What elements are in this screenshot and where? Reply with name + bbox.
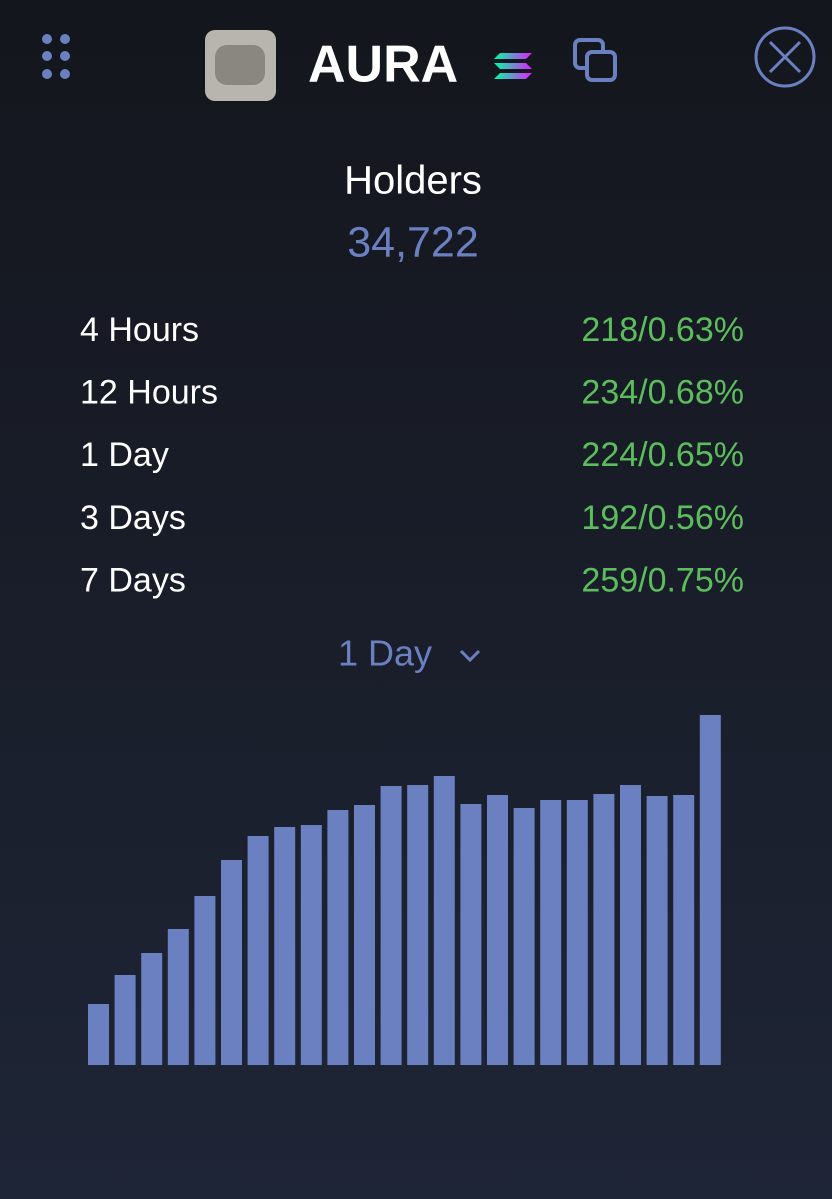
bar <box>300 825 322 1065</box>
close-button[interactable] <box>754 26 816 88</box>
bar <box>407 785 429 1065</box>
bar <box>194 896 216 1065</box>
bar <box>540 800 562 1065</box>
bar <box>327 810 349 1065</box>
bar <box>221 860 242 1065</box>
row-label: 1 Day <box>80 436 169 474</box>
row-label: 3 Days <box>80 499 186 537</box>
bar-chart <box>88 715 721 1065</box>
bar <box>673 795 695 1065</box>
bar <box>354 805 375 1065</box>
row-value: 259/0.75% <box>581 561 744 599</box>
avatar-figure <box>215 45 265 85</box>
row-label: 12 Hours <box>80 374 218 412</box>
holders-count: 34,722 <box>347 218 479 266</box>
stats-rows: 4 Hours 218/0.63% 12 Hours 234/0.68% 1 Day 22… <box>80 311 744 599</box>
bar <box>167 929 189 1065</box>
period-selector[interactable]: 1 Day <box>338 633 481 674</box>
bar <box>247 836 269 1065</box>
bar <box>141 953 163 1065</box>
selector-label[interactable]: 1 Day <box>338 633 432 674</box>
row-value: 224/0.65% <box>581 436 744 474</box>
bar <box>646 796 668 1065</box>
bar <box>88 1004 109 1065</box>
bar <box>460 804 482 1065</box>
stats-title: Holders <box>344 159 482 203</box>
bar <box>513 808 535 1065</box>
bar <box>487 795 508 1065</box>
bar <box>620 785 641 1065</box>
bar <box>699 715 721 1065</box>
bar <box>380 786 402 1065</box>
row-label: 4 Hours <box>80 311 199 349</box>
bar <box>274 827 296 1065</box>
row-value: 192/0.56% <box>581 499 744 537</box>
bar <box>593 794 615 1065</box>
bar <box>566 800 588 1065</box>
bar <box>114 975 136 1065</box>
token-name: AURA <box>308 36 458 94</box>
menu-dots[interactable] <box>42 34 70 79</box>
bar <box>433 776 455 1065</box>
chevron <box>459 649 481 663</box>
chain-icon <box>494 53 532 79</box>
row-label: 7 Days <box>80 561 186 599</box>
copy-button[interactable] <box>573 38 617 82</box>
row-value: 218/0.63% <box>581 311 744 349</box>
row-value: 234/0.68% <box>581 374 744 412</box>
